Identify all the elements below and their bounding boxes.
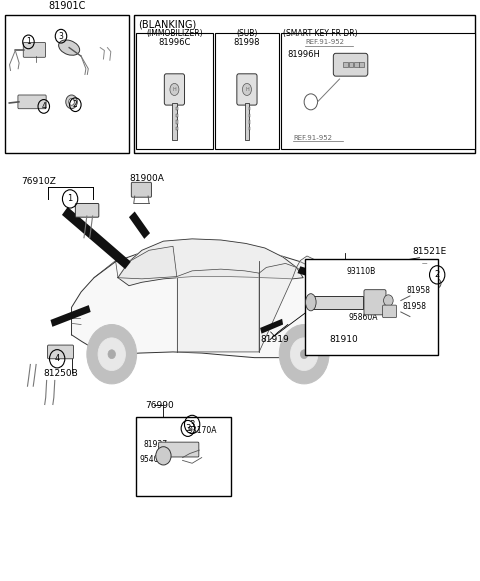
Polygon shape xyxy=(72,245,348,358)
Circle shape xyxy=(66,95,77,109)
FancyBboxPatch shape xyxy=(158,442,199,457)
Text: (SMART KEY FR DR): (SMART KEY FR DR) xyxy=(283,29,358,38)
Bar xyxy=(4,15,129,153)
Text: 81998: 81998 xyxy=(234,38,260,47)
Polygon shape xyxy=(260,319,283,333)
Ellipse shape xyxy=(306,293,316,311)
Bar xyxy=(354,62,359,67)
Circle shape xyxy=(69,98,74,105)
Bar xyxy=(215,33,279,149)
FancyBboxPatch shape xyxy=(48,345,73,359)
Polygon shape xyxy=(298,266,353,289)
Text: 1: 1 xyxy=(26,37,31,46)
Text: H: H xyxy=(172,87,176,92)
Polygon shape xyxy=(118,246,177,279)
Text: 3: 3 xyxy=(190,420,195,429)
Polygon shape xyxy=(177,269,259,352)
Polygon shape xyxy=(259,263,297,352)
Text: (SUB): (SUB) xyxy=(236,29,258,38)
Text: 95402: 95402 xyxy=(140,455,164,464)
Text: H: H xyxy=(245,87,249,92)
Text: 81996C: 81996C xyxy=(158,38,191,47)
Polygon shape xyxy=(50,305,91,327)
Bar xyxy=(172,103,177,140)
Text: 3: 3 xyxy=(59,32,63,41)
Text: 81250B: 81250B xyxy=(44,368,79,378)
Text: 76990: 76990 xyxy=(146,400,174,410)
Bar xyxy=(281,33,476,149)
Circle shape xyxy=(290,338,318,371)
Bar xyxy=(311,296,363,309)
Bar xyxy=(136,417,231,496)
Circle shape xyxy=(87,325,137,384)
Text: 81958: 81958 xyxy=(407,286,431,295)
Polygon shape xyxy=(297,256,326,279)
Circle shape xyxy=(384,295,393,306)
Text: 95860A: 95860A xyxy=(348,313,378,322)
Bar xyxy=(348,62,353,67)
FancyBboxPatch shape xyxy=(383,305,396,318)
FancyBboxPatch shape xyxy=(132,182,152,197)
FancyBboxPatch shape xyxy=(75,203,99,217)
Bar xyxy=(176,114,178,117)
Text: 4: 4 xyxy=(41,102,46,111)
Text: 81937: 81937 xyxy=(144,440,168,449)
FancyBboxPatch shape xyxy=(24,42,46,58)
Text: 81901C: 81901C xyxy=(48,1,85,11)
Text: 81910: 81910 xyxy=(329,335,358,345)
Bar xyxy=(343,62,348,67)
FancyBboxPatch shape xyxy=(333,53,368,76)
Bar xyxy=(249,120,251,124)
Circle shape xyxy=(300,350,308,358)
Circle shape xyxy=(279,325,329,384)
Circle shape xyxy=(108,350,116,358)
Circle shape xyxy=(433,279,441,288)
Ellipse shape xyxy=(170,84,179,95)
Bar xyxy=(359,62,364,67)
Text: 4: 4 xyxy=(55,354,60,363)
Ellipse shape xyxy=(242,84,252,95)
Text: REF.91-952: REF.91-952 xyxy=(305,39,344,45)
FancyBboxPatch shape xyxy=(237,74,257,105)
Bar xyxy=(249,114,251,117)
Bar xyxy=(249,107,251,110)
Ellipse shape xyxy=(59,40,80,55)
FancyBboxPatch shape xyxy=(364,290,386,315)
Text: 1: 1 xyxy=(68,195,72,203)
Bar xyxy=(245,103,249,140)
Text: 81958: 81958 xyxy=(403,302,427,311)
Text: 93170A: 93170A xyxy=(187,426,217,435)
Text: (IMMOBILIZER): (IMMOBILIZER) xyxy=(146,29,203,38)
Text: —: — xyxy=(422,261,427,266)
Bar xyxy=(305,259,438,355)
Circle shape xyxy=(98,338,125,371)
FancyBboxPatch shape xyxy=(164,74,184,105)
Text: 76910Z: 76910Z xyxy=(21,177,56,187)
Polygon shape xyxy=(118,239,303,286)
Bar xyxy=(176,107,178,110)
Bar xyxy=(176,127,178,130)
Polygon shape xyxy=(62,207,131,269)
Text: 81996H: 81996H xyxy=(287,51,320,59)
Bar xyxy=(134,15,476,153)
FancyBboxPatch shape xyxy=(18,95,46,109)
Text: (BLANKING): (BLANKING) xyxy=(139,20,197,30)
Text: REF.91-952: REF.91-952 xyxy=(293,135,332,141)
Text: 93110B: 93110B xyxy=(346,267,375,277)
Bar xyxy=(136,33,213,149)
Text: 81521E: 81521E xyxy=(412,247,446,256)
Text: 81919: 81919 xyxy=(260,335,289,345)
Polygon shape xyxy=(129,211,150,239)
Text: 2: 2 xyxy=(73,100,78,109)
Text: 3: 3 xyxy=(185,424,191,433)
Bar xyxy=(176,120,178,124)
Circle shape xyxy=(156,447,171,465)
Text: 81900A: 81900A xyxy=(129,174,164,184)
Bar xyxy=(249,127,251,130)
Text: 2: 2 xyxy=(434,270,440,279)
